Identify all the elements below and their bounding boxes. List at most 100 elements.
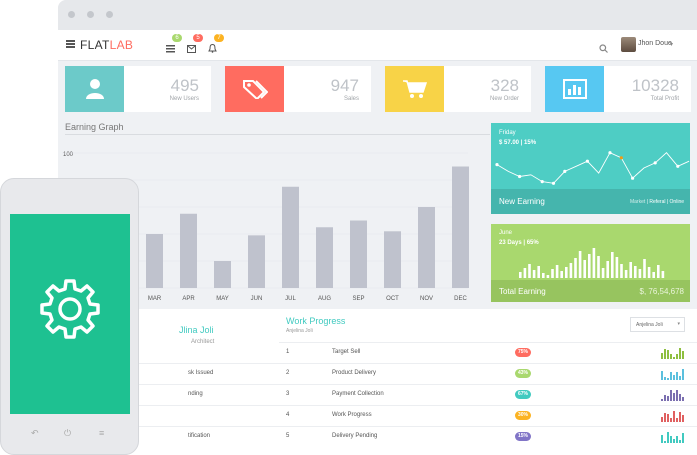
sparkline-bar xyxy=(667,432,669,443)
total-earning-month: June xyxy=(499,230,513,236)
status-badge: 15% xyxy=(515,432,532,441)
line-point xyxy=(676,164,680,168)
sparkline-bar xyxy=(661,353,663,359)
tab-referal[interactable]: Referal xyxy=(649,199,666,205)
sparkline-bar xyxy=(673,411,675,422)
table-row: 1 Target Sell 75% xyxy=(279,342,697,363)
x-tick-label: DEC xyxy=(454,296,467,302)
avatar[interactable] xyxy=(621,37,636,52)
sparkline-bar xyxy=(661,435,663,443)
sparkline-bar xyxy=(664,413,666,422)
sparkline-bar xyxy=(673,439,675,443)
sparkline-bar xyxy=(670,418,672,422)
bell-badge: 7 xyxy=(214,34,224,42)
tab-online[interactable]: Online xyxy=(669,199,684,205)
row-number: 4 xyxy=(286,412,290,418)
chart-bar xyxy=(316,227,333,288)
line-point xyxy=(518,174,522,179)
user-name[interactable]: Jhon Doue xyxy=(638,40,672,47)
mini-bar xyxy=(657,265,660,278)
sparkline xyxy=(661,368,685,380)
chart-bar xyxy=(384,231,401,288)
back-icon[interactable]: ↶ xyxy=(31,428,39,438)
chevron-down-icon[interactable]: ▾ xyxy=(670,42,674,48)
total-earning-panel: June 23 Days | 65% Total Earning $, 76,5… xyxy=(491,224,690,302)
stat-value: 328 xyxy=(490,76,519,95)
mini-bar xyxy=(560,271,563,278)
power-icon[interactable]: ⏻ xyxy=(64,428,72,438)
chart-icon xyxy=(545,66,604,112)
assignee-select[interactable]: Anjelina Joli ▾ xyxy=(630,317,685,332)
row-number: 2 xyxy=(286,370,290,376)
profile-row-label: sk Issued xyxy=(188,370,214,376)
x-tick-label: JUN xyxy=(251,296,263,302)
brand-logo[interactable]: FLATLAB xyxy=(80,38,133,52)
sparkline-bar xyxy=(673,357,675,359)
sparkline-bar xyxy=(664,377,666,380)
line-series xyxy=(496,152,690,184)
gear-icon xyxy=(40,279,100,339)
mini-bar xyxy=(652,272,655,278)
chart-bar xyxy=(146,234,163,288)
profile-role: Architect xyxy=(191,339,215,345)
line-point xyxy=(653,161,657,165)
stat-label: Total Profit xyxy=(650,96,679,102)
chart-bar xyxy=(350,220,367,288)
row-task: Delivery Pending xyxy=(332,433,378,439)
x-tick-label: MAR xyxy=(148,296,162,302)
line-point xyxy=(540,180,544,184)
status-badge: 67% xyxy=(515,390,532,399)
new-earning-line-chart xyxy=(495,151,690,185)
row-task: Work Progress xyxy=(332,412,372,418)
sparkline-bar xyxy=(670,372,672,380)
cart-icon xyxy=(385,66,444,112)
chart-bar xyxy=(418,207,435,288)
assignee-select-value: Anjelina Joli xyxy=(636,322,663,328)
table-row: 3 Payment Collection 67% xyxy=(279,384,697,405)
x-tick-label: NOV xyxy=(420,296,433,302)
search-icon[interactable] xyxy=(599,40,608,58)
x-tick-label: APR xyxy=(182,296,195,302)
mail-icon[interactable]: 5 xyxy=(187,34,203,53)
new-earning-amount: $ 57.00 | 15% xyxy=(499,140,537,146)
mini-bar xyxy=(615,257,619,278)
sparkline-bar xyxy=(679,376,681,380)
menu-icon[interactable]: ≡ xyxy=(99,428,105,438)
earning-graph-title: Earning Graph xyxy=(65,122,124,132)
tag-icon xyxy=(225,66,284,112)
sparkline-bar xyxy=(667,378,669,380)
sparkline-bar xyxy=(682,397,684,401)
mini-bar xyxy=(542,273,545,278)
menu-toggle-icon[interactable] xyxy=(66,40,75,48)
sparkline-bar xyxy=(661,399,663,401)
stat-label: New Users xyxy=(169,96,199,102)
x-tick-label: SEP xyxy=(352,296,364,302)
total-earning-footer: Total Earning $, 76,54,678 xyxy=(491,280,690,302)
table-row: 2 Product Delivery 43% xyxy=(279,363,697,384)
mini-bar xyxy=(519,272,522,278)
sparkline-bar xyxy=(664,349,666,359)
mini-bar xyxy=(523,268,527,278)
bell-icon[interactable]: 7 xyxy=(208,34,224,53)
stat-value: 495 xyxy=(170,76,199,95)
total-earning-amount: $, 76,54,678 xyxy=(639,287,684,296)
tasks-icon[interactable]: 6 xyxy=(166,34,182,53)
top-navbar: FLATLAB 6 5 7 Jhon Doue ▾ xyxy=(58,30,697,61)
sparkline-bar xyxy=(679,394,681,401)
sparkline xyxy=(661,431,685,443)
line-point xyxy=(619,156,623,160)
mini-bar xyxy=(551,269,554,278)
line-point xyxy=(551,181,556,185)
window-titlebar xyxy=(58,0,697,30)
status-badge: 30% xyxy=(515,411,532,420)
chart-bar xyxy=(214,261,231,288)
mini-bar xyxy=(583,260,586,278)
stat-card-total-profit: 10328 Total Profit xyxy=(545,66,691,112)
table-row: 4 Work Progress 30% xyxy=(279,405,697,426)
mini-bar xyxy=(661,271,665,278)
tab-market[interactable]: Market xyxy=(629,199,646,205)
sparkline-bar xyxy=(679,440,681,443)
chart-bar xyxy=(180,213,197,288)
x-tick-label: AUG xyxy=(318,296,331,302)
sparkline-bar xyxy=(667,350,669,359)
